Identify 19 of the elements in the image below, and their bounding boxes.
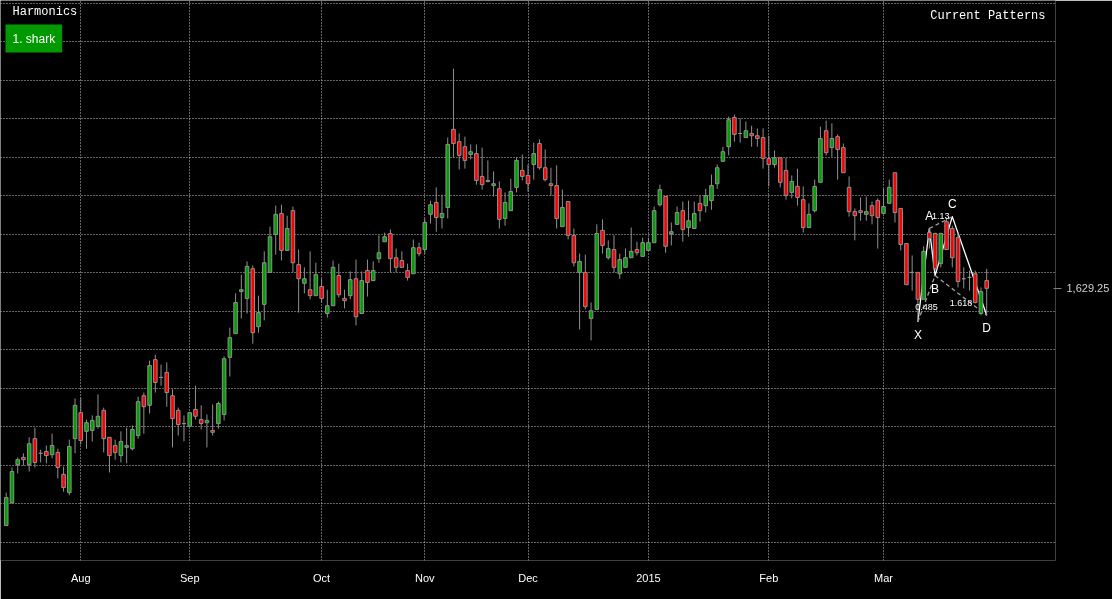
annotation: C [947,196,957,211]
text: Current Patterns [930,8,1046,23]
x-tick-label: Dec [518,571,539,584]
x-tick-label: 2015 [636,571,661,584]
x-tick-label: Mar [874,571,894,584]
annotation: D [982,321,992,336]
annotation: 1.13 [932,210,950,221]
text: 1. shark [12,31,57,46]
annotation: 1.618 [949,298,973,309]
x-tick-label: Aug [70,571,91,584]
annotation: X [913,327,922,342]
x-tick-label: Nov [415,571,436,584]
annotation: A [925,208,934,223]
annotation: B [931,281,940,296]
chart-title: Harmonics [12,4,78,19]
text: 1,629.25 [1066,282,1110,295]
x-tick-label: Oct [313,571,331,584]
x-tick-label: Feb [759,571,779,584]
x-tick-label: Sep [179,571,200,584]
